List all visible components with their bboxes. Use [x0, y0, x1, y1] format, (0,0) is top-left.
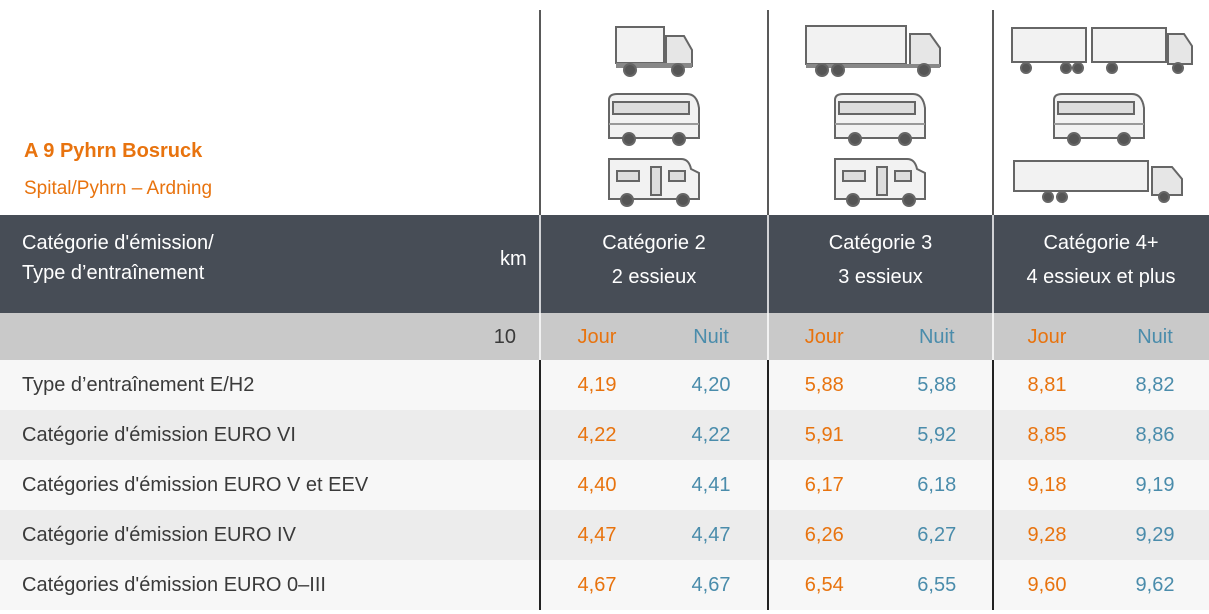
cell-value: 8,85 — [993, 410, 1101, 460]
km-label: km — [500, 248, 527, 271]
page: A 9 Pyhrn Bosruck Spital/Pyhrn – Ardning — [0, 0, 1209, 614]
cell-value: 9,29 — [1101, 510, 1209, 560]
cell-value: 5,88 — [768, 360, 881, 410]
cell-value: 9,28 — [993, 510, 1101, 560]
column-header: Catégorie d'émission/ — [22, 232, 214, 255]
cell-value: 6,18 — [881, 460, 994, 510]
cell-value: 6,54 — [768, 560, 881, 610]
cell-value: 9,19 — [1101, 460, 1209, 510]
cell-value: 8,86 — [1101, 410, 1209, 460]
cell-value: 6,17 — [768, 460, 881, 510]
cell-value: 4,40 — [540, 460, 654, 510]
row-label: Catégorie d'émission EURO VI — [22, 410, 296, 460]
category-name: Catégorie 2 — [540, 232, 768, 255]
cell-value: 4,47 — [654, 510, 768, 560]
row-label: Catégories d'émission EURO 0–III — [22, 560, 326, 610]
km-value: 10 — [480, 312, 516, 362]
night-label: Nuit — [654, 312, 768, 362]
cell-value: 4,47 — [540, 510, 654, 560]
day-label: Jour — [993, 312, 1101, 362]
cell-value: 6,27 — [881, 510, 994, 560]
day-label: Jour — [768, 312, 881, 362]
cell-value: 4,67 — [540, 560, 654, 610]
column-divider — [992, 360, 994, 610]
category-axles: 3 essieux — [768, 266, 993, 289]
cell-value: 5,88 — [881, 360, 994, 410]
row-label: Catégorie d'émission EURO IV — [22, 510, 296, 560]
cell-value: 4,19 — [540, 360, 654, 410]
category-name: Catégorie 3 — [768, 232, 993, 255]
day-label: Jour — [540, 312, 654, 362]
cell-value: 5,91 — [768, 410, 881, 460]
cell-value: 4,22 — [540, 410, 654, 460]
night-label: Nuit — [1101, 312, 1209, 362]
category-name: Catégorie 4+ — [993, 232, 1209, 255]
cell-value: 8,82 — [1101, 360, 1209, 410]
night-label: Nuit — [881, 312, 994, 362]
row-label: Type d’entraînement E/H2 — [22, 360, 254, 410]
cell-value: 4,67 — [654, 560, 768, 610]
column-header: Type d’entraînement — [22, 262, 204, 285]
cell-value: 8,81 — [993, 360, 1101, 410]
row-label: Catégories d'émission EURO V et EEV — [22, 460, 368, 510]
cell-value: 9,18 — [993, 460, 1101, 510]
cell-value: 9,60 — [993, 560, 1101, 610]
cell-value: 9,62 — [1101, 560, 1209, 610]
category-axles: 2 essieux — [540, 266, 768, 289]
cell-value: 6,55 — [881, 560, 994, 610]
cell-value: 4,22 — [654, 410, 768, 460]
cell-value: 5,92 — [881, 410, 994, 460]
cell-value: 4,20 — [654, 360, 768, 410]
column-divider — [539, 360, 541, 610]
cell-value: 4,41 — [654, 460, 768, 510]
cell-value: 6,26 — [768, 510, 881, 560]
column-divider — [767, 360, 769, 610]
category-axles: 4 essieux et plus — [993, 266, 1209, 289]
